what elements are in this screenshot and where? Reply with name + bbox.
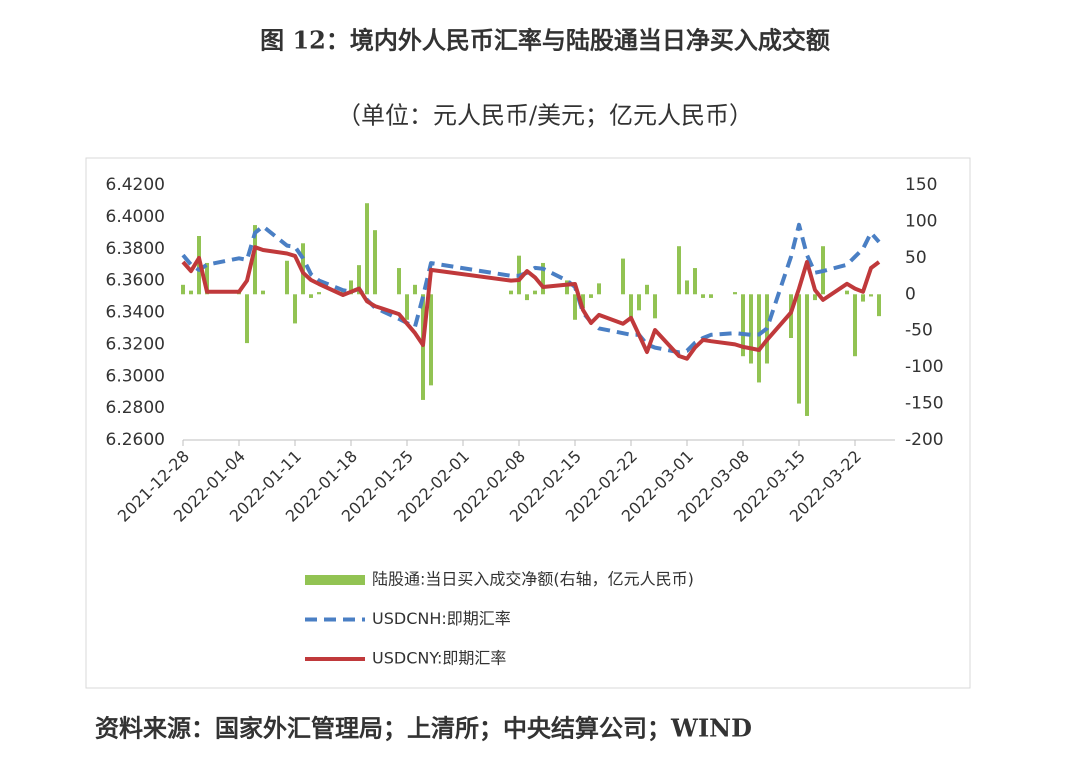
- bar: [645, 284, 649, 295]
- bar: [845, 290, 849, 295]
- y2-tick-label: -100: [905, 357, 944, 377]
- bar: [813, 294, 817, 301]
- y-tick-label: 6.3000: [106, 366, 165, 386]
- bar: [405, 294, 409, 320]
- bar: [589, 294, 593, 298]
- bar: [805, 294, 809, 416]
- bar: [861, 294, 865, 302]
- y-tick-label: 6.3800: [106, 239, 165, 259]
- bar: [757, 294, 761, 383]
- bar: [509, 290, 513, 295]
- chart-subtitle: （单位：元人民币/美元；亿元人民币）: [337, 102, 753, 130]
- bar: [637, 294, 641, 311]
- line: [181, 245, 881, 361]
- bar: [261, 290, 265, 295]
- bar: [293, 294, 297, 324]
- bar: [541, 262, 545, 295]
- bar: [869, 294, 873, 297]
- bar: [317, 292, 321, 295]
- chart-frame: [85, 157, 971, 689]
- y-tick-label: 6.2800: [106, 398, 165, 418]
- bar: [421, 294, 425, 400]
- legend-label: USDCNH:即期汇率: [372, 609, 511, 628]
- bar: [429, 294, 433, 386]
- chart-title: 图 12：境内外人民币汇率与陆股通当日净买入成交额: [260, 26, 830, 55]
- bar: [789, 294, 793, 338]
- bar: [701, 294, 705, 298]
- bar: [741, 294, 745, 357]
- bar: [365, 203, 369, 295]
- y-tick-label: 6.3400: [106, 303, 165, 323]
- bar: [629, 294, 633, 320]
- bar: [597, 283, 601, 295]
- bar: [357, 265, 361, 295]
- legend-swatch: [305, 575, 365, 585]
- y-tick-label: 6.4200: [106, 175, 165, 195]
- bar: [253, 225, 257, 295]
- y2-tick-label: -150: [905, 394, 944, 414]
- y-tick-label: 6.3200: [106, 334, 165, 354]
- y2-tick-label: -50: [905, 321, 933, 341]
- bar: [341, 290, 345, 295]
- bar: [573, 294, 577, 320]
- y-tick-label: 6.4000: [106, 207, 165, 227]
- bar: [677, 246, 681, 295]
- y2-tick-label: -200: [905, 430, 944, 450]
- bar: [309, 294, 313, 298]
- bar: [877, 294, 881, 317]
- bar: [653, 294, 657, 319]
- source-note: 资料来源：国家外汇管理局；上清所；中央结算公司；WIND: [95, 714, 752, 743]
- y2-tick-label: 100: [905, 211, 937, 231]
- bar: [525, 294, 529, 301]
- legend-label: 陆股通:当日买入成交净额(右轴，亿元人民币): [372, 570, 694, 589]
- bar: [709, 294, 713, 298]
- bar: [413, 284, 417, 295]
- legend-label: USDCNY:即期汇率: [372, 649, 506, 668]
- bar: [533, 290, 537, 295]
- bar: [181, 284, 185, 295]
- bar: [581, 294, 585, 309]
- y-tick-label: 6.3600: [106, 271, 165, 291]
- y2-tick-label: 0: [905, 284, 916, 304]
- bar: [733, 292, 737, 295]
- bar: [373, 230, 377, 295]
- bar: [205, 262, 209, 295]
- bar: [685, 280, 689, 295]
- y-tick-label: 6.2600: [106, 430, 165, 450]
- bar: [749, 294, 753, 364]
- bar: [565, 280, 569, 295]
- bar: [621, 258, 625, 295]
- bar: [853, 294, 857, 357]
- bar: [397, 268, 401, 295]
- bar: [693, 268, 697, 295]
- y2-tick-label: 50: [905, 248, 927, 268]
- bar: [349, 280, 353, 295]
- bar: [245, 294, 249, 344]
- bar: [797, 294, 801, 404]
- y2-tick-label: 150: [905, 175, 937, 195]
- bar: [285, 260, 289, 295]
- bar: [189, 290, 193, 295]
